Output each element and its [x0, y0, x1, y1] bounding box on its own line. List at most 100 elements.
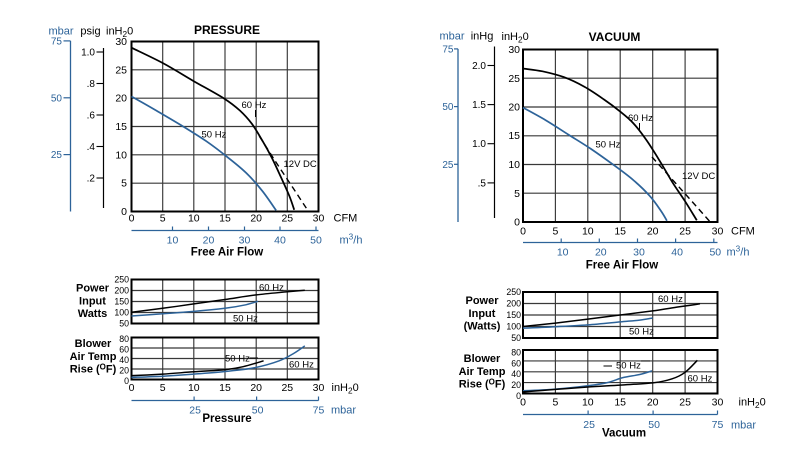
svg-text:25: 25: [51, 150, 63, 161]
svg-text:10: 10: [582, 226, 594, 238]
svg-text:mbar: mbar: [731, 420, 756, 432]
svg-text:Input: Input: [469, 308, 496, 320]
svg-text:75: 75: [51, 36, 63, 47]
svg-text:Air Temp: Air Temp: [459, 366, 506, 378]
svg-text:inH20: inH20: [106, 26, 133, 40]
svg-text:25: 25: [189, 405, 201, 417]
svg-text:.4: .4: [87, 142, 96, 153]
svg-text:10: 10: [508, 159, 520, 171]
svg-text:5: 5: [514, 188, 520, 200]
svg-text:10: 10: [582, 397, 594, 409]
svg-text:60: 60: [119, 345, 129, 355]
svg-text:50 Hz: 50 Hz: [225, 354, 250, 365]
svg-text:1.0: 1.0: [472, 139, 486, 150]
svg-text:2.0: 2.0: [472, 61, 486, 72]
svg-text:.8: .8: [87, 79, 96, 90]
svg-text:40: 40: [274, 235, 286, 247]
svg-text:80: 80: [511, 348, 521, 358]
svg-text:mbar: mbar: [331, 405, 356, 417]
svg-text:50 Hz: 50 Hz: [616, 361, 641, 372]
svg-text:50: 50: [709, 247, 721, 259]
svg-text:200: 200: [506, 299, 521, 309]
svg-text:25: 25: [281, 382, 293, 394]
svg-text:.2: .2: [87, 174, 96, 185]
svg-text:50: 50: [648, 419, 660, 431]
svg-text:Vacuum: Vacuum: [602, 428, 646, 440]
svg-text:VACUUM: VACUUM: [589, 30, 641, 44]
svg-text:60 Hz: 60 Hz: [259, 283, 284, 294]
svg-text:0: 0: [129, 382, 135, 394]
svg-text:1.0: 1.0: [81, 48, 95, 59]
svg-text:30: 30: [712, 226, 724, 238]
svg-text:psig: psig: [80, 26, 100, 38]
svg-text:Power: Power: [465, 295, 499, 307]
svg-text:(Watts): (Watts): [464, 321, 501, 333]
svg-text:m3/h: m3/h: [727, 245, 750, 259]
svg-text:30: 30: [712, 397, 724, 409]
svg-text:Input: Input: [79, 296, 106, 308]
svg-text:Rise (OF): Rise (OF): [70, 362, 117, 375]
svg-text:60 Hz: 60 Hz: [628, 113, 653, 124]
svg-text:30: 30: [313, 382, 325, 394]
svg-text:1.5: 1.5: [472, 100, 486, 111]
svg-text:25: 25: [115, 64, 127, 76]
svg-text:inH20: inH20: [502, 31, 529, 45]
svg-text:inH20: inH20: [332, 382, 359, 396]
svg-text:5: 5: [160, 382, 166, 394]
svg-text:50: 50: [442, 102, 454, 113]
svg-text:50 Hz: 50 Hz: [202, 130, 227, 141]
svg-text:25: 25: [679, 226, 691, 238]
svg-text:CFM: CFM: [731, 226, 755, 238]
svg-text:25: 25: [583, 419, 595, 431]
svg-text:50 Hz: 50 Hz: [233, 314, 258, 325]
svg-text:5: 5: [552, 226, 558, 238]
svg-text:CFM: CFM: [334, 213, 358, 225]
svg-text:60: 60: [511, 358, 521, 368]
svg-text:40: 40: [671, 247, 683, 259]
svg-text:60 Hz: 60 Hz: [658, 294, 683, 305]
svg-text:Blower: Blower: [464, 353, 501, 365]
svg-text:Watts: Watts: [78, 308, 108, 320]
svg-text:5: 5: [552, 397, 558, 409]
svg-text:5: 5: [121, 178, 127, 190]
svg-text:10: 10: [188, 213, 200, 225]
svg-text:20: 20: [250, 382, 262, 394]
svg-text:50 Hz: 50 Hz: [629, 327, 654, 338]
svg-text:10: 10: [557, 247, 569, 259]
svg-text:100: 100: [506, 322, 521, 332]
svg-text:20: 20: [508, 102, 520, 114]
svg-text:30: 30: [508, 44, 520, 56]
svg-text:50: 50: [119, 319, 129, 329]
svg-text:0: 0: [516, 391, 521, 401]
svg-text:m3/h: m3/h: [340, 233, 363, 247]
svg-text:50 Hz: 50 Hz: [596, 140, 621, 151]
svg-text:mbar: mbar: [439, 31, 464, 43]
svg-text:250: 250: [506, 287, 521, 297]
svg-text:20: 20: [250, 213, 262, 225]
svg-text:20: 20: [119, 366, 129, 376]
svg-text:15: 15: [614, 397, 626, 409]
svg-text:15: 15: [219, 382, 231, 394]
svg-text:25: 25: [281, 213, 293, 225]
svg-text:30: 30: [115, 36, 127, 48]
svg-text:Free Air Flow: Free Air Flow: [586, 260, 658, 272]
svg-text:75: 75: [313, 405, 325, 417]
svg-text:Rise (OF): Rise (OF): [459, 377, 506, 390]
svg-text:15: 15: [508, 130, 520, 142]
svg-text:50: 50: [310, 235, 322, 247]
svg-text:30: 30: [633, 247, 645, 259]
svg-text:20: 20: [595, 247, 607, 259]
svg-text:50: 50: [511, 333, 521, 343]
svg-text:5: 5: [160, 213, 166, 225]
svg-text:30: 30: [239, 235, 251, 247]
svg-text:50: 50: [252, 405, 264, 417]
svg-text:12V DC: 12V DC: [682, 171, 715, 182]
svg-text:12V DC: 12V DC: [284, 159, 317, 170]
svg-text:15: 15: [219, 213, 231, 225]
svg-text:40: 40: [511, 369, 521, 379]
svg-text:inHg: inHg: [471, 31, 494, 43]
svg-text:15: 15: [614, 226, 626, 238]
svg-text:20: 20: [647, 226, 659, 238]
svg-text:Free Air Flow: Free Air Flow: [191, 247, 263, 259]
svg-text:25: 25: [508, 73, 520, 85]
